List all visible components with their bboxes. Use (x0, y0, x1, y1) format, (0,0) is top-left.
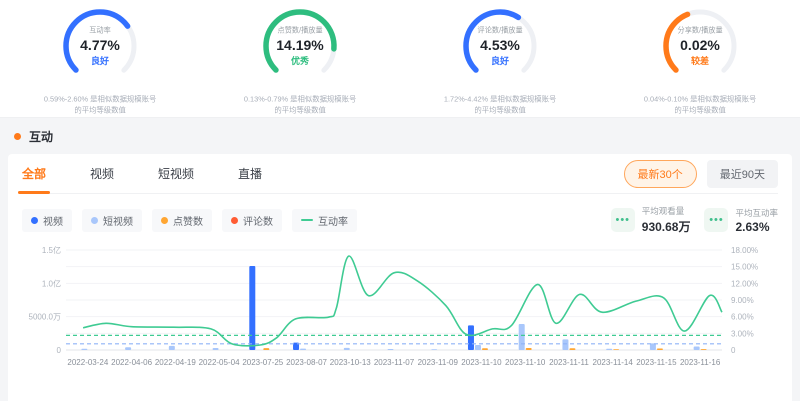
gauge-metric-label: 点赞数/播放量 (277, 26, 323, 35)
stat-value: 2.63% (735, 219, 770, 234)
gauge-ring: 点赞数/播放量 14.19% 优秀 (260, 6, 340, 86)
gauge-status-badge: 良好 (490, 56, 509, 66)
gauge-ring: 分享数/播放量 0.02% 较差 (660, 6, 740, 86)
svg-text:2023-08-07: 2023-08-07 (286, 358, 327, 367)
legend-dot-icon (231, 216, 238, 224)
svg-text:3.00%: 3.00% (731, 329, 754, 338)
svg-text:2023-10-13: 2023-10-13 (330, 358, 371, 367)
legend-item-5[interactable]: 互动率 (292, 208, 357, 232)
gauge-benchmark-note: 0.13%-0.79% 是相似数据规模账号 的平均等级数值 (243, 94, 357, 114)
bar-line-chart-canvas[interactable]: 1.5亿 1.0亿 5000.0万 0 18.00% 15.00% 12.00% 9.00% 6… (22, 238, 782, 384)
gauge-card-3: 评论数/播放量 4.53% 良好 1.72%-4.42% 是相似数据规模账号 的平均等级… (400, 6, 600, 117)
stat-label: 平均互动率 (735, 207, 778, 218)
svg-text:0: 0 (731, 346, 736, 355)
legend-item-2[interactable]: 短视频 (82, 208, 142, 232)
svg-text:2022-04-19: 2022-04-19 (155, 358, 196, 367)
legend-label: 短视频 (103, 216, 133, 228)
svg-text:9.00%: 9.00% (731, 296, 754, 305)
tab-3[interactable]: 短视频 (158, 166, 195, 181)
svg-text:2023-11-07: 2023-11-07 (374, 358, 415, 367)
legend-label: 评论数 (243, 216, 273, 228)
gauge-card-4: 分享数/播放量 0.02% 较差 0.04%-0.10% 是相似数据规模账号 的平均等级… (600, 6, 800, 117)
legend-label: 互动率 (318, 216, 348, 228)
section-header: 互动 (0, 118, 800, 154)
legend-label: 视频 (43, 216, 63, 228)
legend-item-3[interactable]: 点赞数 (152, 208, 212, 232)
svg-text:2023-11-14: 2023-11-14 (593, 358, 634, 367)
recent-90-days-button[interactable]: 最近90天 (706, 159, 778, 188)
gauge-value: 4.53% (480, 37, 520, 53)
gauge-value: 14.19% (276, 37, 324, 53)
gauge-value: 4.77% (80, 37, 120, 53)
tab-1[interactable]: 全部 (17, 154, 51, 194)
gauge-status-badge: 优秀 (290, 56, 309, 66)
svg-text:2023-11-11: 2023-11-11 (549, 358, 589, 367)
svg-text:2023-11-16: 2023-11-16 (680, 358, 721, 367)
kpi-gauges-card: 互动率 4.77% 良好 0.59%-2.60% 是相似数据规模账号 的平均等级数值 点赞… (0, 0, 800, 118)
svg-text:12.00%: 12.00% (731, 279, 758, 288)
legend-item-4[interactable]: 评论数 (222, 208, 282, 232)
svg-text:2022-03-24: 2022-03-24 (67, 358, 108, 367)
svg-text:5000.0万: 5000.0万 (29, 313, 61, 322)
gauge-card-2: 点赞数/播放量 14.19% 优秀 0.13%-0.79% 是相似数据规模账号 的平均等… (200, 6, 400, 117)
gauge-ring: 评论数/播放量 4.53% 良好 (460, 6, 540, 86)
svg-text:2022-05-04: 2022-05-04 (199, 358, 240, 367)
gauge-ring: 互动率 4.77% 良好 (60, 6, 140, 86)
tabs-row: 全部 视频 短视频 直播 最新30个 最近90天 (17, 154, 778, 194)
latest-30-button[interactable]: 最新30个 (623, 159, 697, 188)
svg-text:2023-11-10: 2023-11-10 (461, 358, 502, 367)
legend-label: 点赞数 (173, 216, 203, 228)
legend-item-1[interactable]: 视频 (22, 208, 72, 232)
stat-box-1: ••• 平均观看量 930.68万 (610, 205, 691, 235)
legend-dot-icon (31, 216, 38, 224)
section-bullet-icon (14, 132, 21, 140)
tab-4[interactable]: 直播 (238, 166, 263, 181)
gauge-benchmark-note: 0.59%-2.60% 是相似数据规模账号 的平均等级数值 (43, 94, 157, 114)
legend-row: 视频 短视频 点赞数 评论数 互动率 ••• 平均观看量 930.68万 ••• 平均互动率 2.… (22, 206, 778, 234)
legend-dot-icon (161, 216, 168, 224)
legend-dot-icon (91, 216, 98, 224)
stat-value: 930.68万 (641, 220, 691, 234)
tab-2[interactable]: 视频 (90, 166, 115, 181)
svg-text:1.0亿: 1.0亿 (42, 278, 61, 288)
gauge-benchmark-note: 0.04%-0.10% 是相似数据规模账号 的平均等级数值 (643, 94, 757, 114)
gauge-metric-label: 评论数/播放量 (477, 26, 523, 35)
stat-box-2: ••• 平均互动率 2.63% (704, 205, 778, 235)
gauge-benchmark-note: 1.72%-4.42% 是相似数据规模账号 的平均等级数值 (443, 94, 557, 114)
svg-text:1.5亿: 1.5亿 (42, 245, 61, 255)
svg-text:0: 0 (57, 346, 62, 355)
gauge-value: 0.02% (680, 37, 720, 53)
gauge-metric-label: 互动率 (89, 26, 111, 35)
svg-text:15.00%: 15.00% (731, 263, 758, 272)
svg-text:6.00%: 6.00% (731, 313, 754, 322)
section-title: 互动 (29, 129, 54, 144)
svg-text:2023-07-25: 2023-07-25 (242, 358, 283, 367)
svg-text:18.00%: 18.00% (731, 246, 758, 255)
svg-text:2023-11-15: 2023-11-15 (636, 358, 677, 367)
legend-line-icon (301, 219, 313, 221)
svg-text:2023-11-09: 2023-11-09 (418, 358, 459, 367)
interaction-panel: 全部 视频 短视频 直播 最新30个 最近90天 视频 短视频 点赞数 评论数 互动率 •••… (8, 154, 792, 401)
ellipsis-icon: ••• (610, 208, 635, 232)
gauge-card-1: 互动率 4.77% 良好 0.59%-2.60% 是相似数据规模账号 的平均等级数值 (0, 6, 200, 117)
gauge-status-badge: 较差 (690, 56, 709, 66)
gauge-metric-label: 分享数/播放量 (677, 26, 723, 35)
interaction-chart: 1.5亿 1.0亿 5000.0万 0 18.00% 15.00% 12.00% 9.00% 6… (22, 238, 778, 389)
stat-label: 平均观看量 (641, 206, 685, 216)
ellipsis-icon: ••• (704, 208, 729, 232)
gauge-status-badge: 良好 (90, 56, 109, 66)
svg-text:2023-11-10: 2023-11-10 (505, 358, 546, 367)
svg-text:2022-04-06: 2022-04-06 (111, 358, 152, 367)
